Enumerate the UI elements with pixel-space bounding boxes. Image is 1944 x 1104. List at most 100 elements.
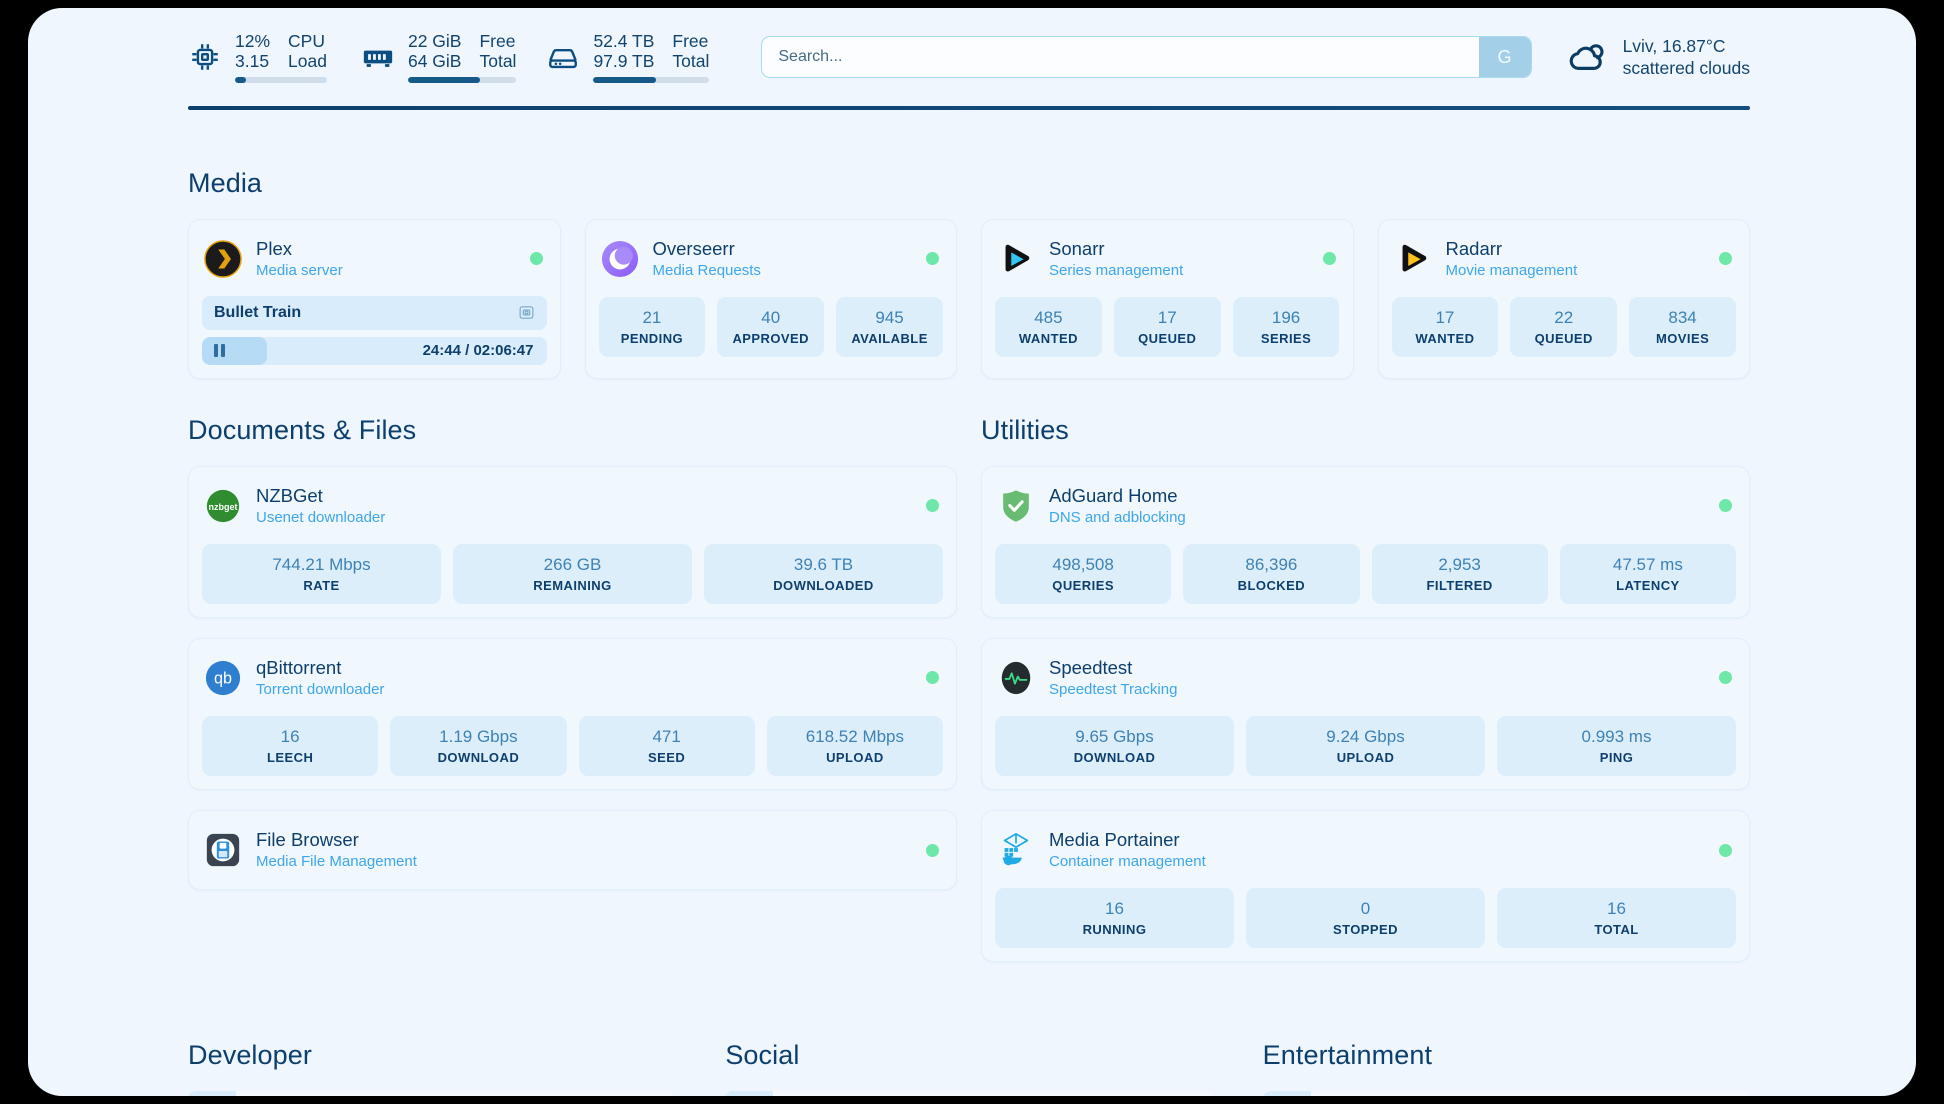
bookmark-link[interactable]: YTYouTubeyoutube.com: [1262, 1091, 1750, 1096]
stat-tile[interactable]: 22 QUEUED: [1510, 296, 1618, 358]
cpu-percent: 12%: [235, 30, 271, 51]
stat-tile[interactable]: 17 QUEUED: [1113, 296, 1221, 358]
stat-tile[interactable]: 196 SERIES: [1232, 296, 1340, 358]
service-card[interactable]: Plex Media server Bullet Train 24:44 / 02:0…: [188, 219, 561, 379]
bookmark-group-title: Developer: [188, 1040, 312, 1071]
status-badge: [1719, 499, 1732, 513]
stat-tile[interactable]: 1.19 Gbps DOWNLOAD: [390, 715, 567, 777]
stat-tile-label: APPROVED: [732, 331, 810, 347]
stat-tile[interactable]: 17 WANTED: [1391, 296, 1499, 358]
filebrowser-icon: [204, 831, 242, 869]
search-bar[interactable]: G: [761, 36, 1532, 78]
now-playing-title-row[interactable]: Bullet Train: [202, 295, 547, 330]
stat-tile[interactable]: 485 WANTED: [995, 296, 1102, 358]
stat-tile[interactable]: 471 SEED: [578, 715, 755, 777]
svg-text:qb: qb: [214, 670, 232, 688]
stat-tile[interactable]: 498,508 QUERIES: [995, 543, 1172, 604]
service-card[interactable]: nzbget NZBGet Usenet downloader 744.21 Mbps…: [188, 465, 957, 618]
bookmark-link[interactable]: GHGithubgithub.com: [188, 1091, 676, 1096]
bookmarks-area: Developer GHGithubgithub.comSOStackOverfl…: [28, 1040, 1916, 1096]
service-card[interactable]: File Browser Media File Management: [188, 810, 957, 890]
service-card[interactable]: Media Portainer Container management 16 RUN…: [981, 810, 1750, 963]
disk-free: 52.4 TB: [593, 30, 655, 51]
stat-tile-label: UPLOAD: [826, 750, 884, 766]
stat-tile[interactable]: 16 TOTAL: [1497, 888, 1736, 949]
stat-tile-value: 16: [1607, 899, 1626, 918]
utilities-section: Utilities AdGuard Home DNS and adblocking…: [981, 415, 1750, 963]
stat-tile[interactable]: 16 RUNNING: [995, 888, 1234, 949]
service-description: Series management: [1049, 262, 1184, 280]
stat-tile[interactable]: 945 AVAILABLE: [836, 296, 943, 358]
stat-tile[interactable]: 0 STOPPED: [1246, 888, 1485, 949]
stat-tile-label: FILTERED: [1426, 578, 1493, 593]
stat-tile-label: SERIES: [1260, 331, 1312, 347]
bookmark-link[interactable]: LILinkedInlinkedin.com: [725, 1091, 1213, 1096]
stat-tile[interactable]: 40 APPROVED: [717, 296, 825, 358]
service-card-header: Sonarr Series management: [995, 233, 1340, 285]
stat-tile-value: 471: [652, 726, 681, 746]
now-playing-progress-bar[interactable]: 24:44 / 02:06:47: [202, 336, 547, 365]
status-badge: [926, 843, 939, 857]
search-provider-button[interactable]: G: [1478, 37, 1531, 77]
stat-tile[interactable]: 9.65 Gbps DOWNLOAD: [995, 715, 1234, 777]
memory-usage-bar: [407, 77, 517, 84]
stat-tile[interactable]: 2,953 FILTERED: [1371, 543, 1548, 604]
bookmark-url: github.com: [586, 1091, 675, 1096]
service-description: Media File Management: [256, 853, 417, 871]
stat-tile[interactable]: 0.993 ms PING: [1497, 715, 1736, 777]
bookmark-abbreviation: YT: [1262, 1091, 1311, 1096]
stat-tile[interactable]: 21 PENDING: [598, 296, 706, 358]
service-card[interactable]: AdGuard Home DNS and adblocking 498,508 QUE…: [981, 465, 1750, 618]
stat-tile[interactable]: 834 MOVIES: [1629, 296, 1736, 358]
overseerr-icon: [601, 240, 639, 278]
stat-tile-value: 21: [642, 307, 662, 327]
stat-tile[interactable]: 47.57 ms LATENCY: [1559, 543, 1736, 604]
cpu-stat-group: 12% 3.15 CPU Load: [188, 31, 327, 84]
stat-tile-label: BLOCKED: [1237, 578, 1306, 593]
section-title-documents: Documents & Files: [188, 414, 417, 445]
stat-tile-label: DOWNLOAD: [1073, 750, 1156, 766]
status-badge: [1719, 671, 1732, 685]
stat-tile[interactable]: 618.52 Mbps UPLOAD: [766, 715, 943, 777]
bookmark-group: Developer GHGithubgithub.comSOStackOverfl…: [188, 1040, 676, 1096]
memory-stat-group: 22 GiB 64 GiB Free Total: [361, 31, 517, 84]
status-badge: [926, 671, 939, 685]
disk-stat-group: 52.4 TB 97.9 TB Free Total: [546, 30, 710, 84]
weather-condition: scattered clouds: [1622, 58, 1750, 78]
pause-icon[interactable]: [214, 344, 225, 358]
stat-tile[interactable]: 16 LEECH: [202, 715, 379, 777]
stat-tile[interactable]: 39.6 TB DOWNLOADED: [704, 543, 943, 604]
service-card[interactable]: Speedtest Speedtest Tracking 9.65 Gbps DOWN…: [981, 638, 1750, 791]
bookmark-abbreviation: GH: [188, 1091, 236, 1096]
disk-label-top: Free: [672, 30, 709, 51]
stat-tile-label: STOPPED: [1332, 922, 1399, 938]
stat-tile-label: DOWNLOADED: [773, 578, 874, 593]
stat-tile-value: 17: [1435, 307, 1455, 327]
cpu-stat-body: 12% 3.15 CPU Load: [235, 31, 327, 84]
svg-text:nzbget: nzbget: [208, 502, 237, 512]
stat-tile-value: 498,508: [1052, 554, 1114, 574]
stat-tile-value: 9.24 Gbps: [1326, 726, 1405, 746]
service-card[interactable]: Sonarr Series management 485 WANTED 17 QUEUED…: [981, 219, 1354, 379]
stat-tile-value: 47.57 ms: [1612, 554, 1683, 574]
status-badge: [1719, 252, 1732, 266]
service-name: AdGuard Home: [1049, 484, 1178, 506]
stat-tile[interactable]: 266 GB REMAINING: [453, 543, 692, 604]
search-input[interactable]: [762, 37, 1479, 77]
service-card-header: File Browser Media File Management: [202, 824, 943, 876]
cpu-label-top: CPU: [288, 30, 325, 51]
service-card[interactable]: qb qBittorrent Torrent downloader 16 LEECH 1.…: [188, 638, 957, 791]
bookmark-name: Github: [236, 1091, 586, 1096]
stat-tile-row: 485 WANTED 17 QUEUED 196 SERIES: [995, 296, 1340, 358]
stat-tile[interactable]: 9.24 Gbps UPLOAD: [1246, 715, 1485, 777]
stat-tile-row: 17 WANTED 22 QUEUED 834 MOVIES: [1391, 296, 1737, 358]
stat-tile[interactable]: 86,396 BLOCKED: [1183, 543, 1360, 604]
service-card[interactable]: Radarr Movie management 17 WANTED 22 QUEUED 83…: [1377, 219, 1750, 379]
stat-tile[interactable]: 744.21 Mbps RATE: [202, 543, 441, 604]
disk-total: 97.9 TB: [593, 51, 655, 71]
stat-tile-row: 498,508 QUERIES 86,396 BLOCKED 2,953 FILTERED…: [995, 543, 1736, 604]
cast-icon[interactable]: [518, 304, 535, 321]
stat-tile-value: 744.21 Mbps: [272, 554, 371, 574]
service-card[interactable]: Overseerr Media Requests 21 PENDING 40 APPROV…: [584, 219, 957, 379]
service-name: qBittorrent: [256, 657, 342, 678]
